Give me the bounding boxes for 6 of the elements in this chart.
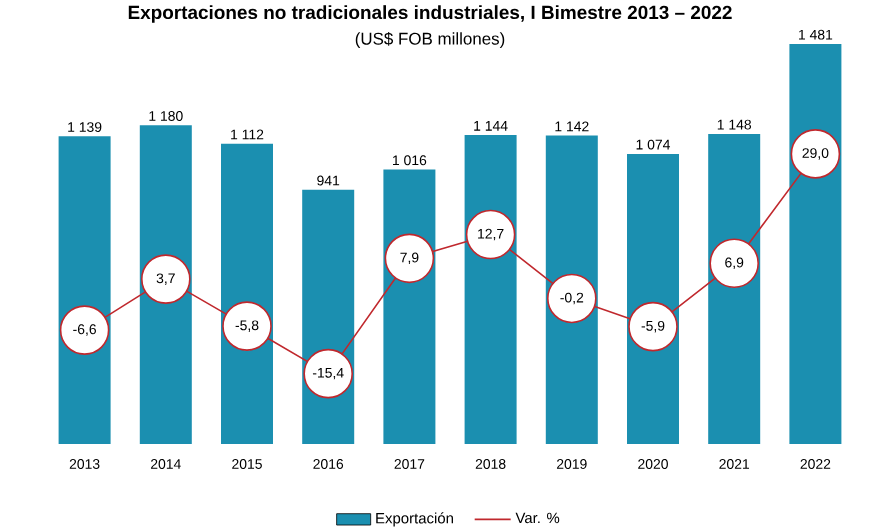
chart-title: Exportaciones no tradicionales industriales, I Bimestre 2013 – 2022 xyxy=(128,5,732,23)
point xyxy=(709,238,759,289)
bar xyxy=(789,43,842,444)
point xyxy=(141,254,191,304)
chart-subtitle: (US$ FOB millones) xyxy=(355,31,505,49)
point xyxy=(384,233,435,284)
